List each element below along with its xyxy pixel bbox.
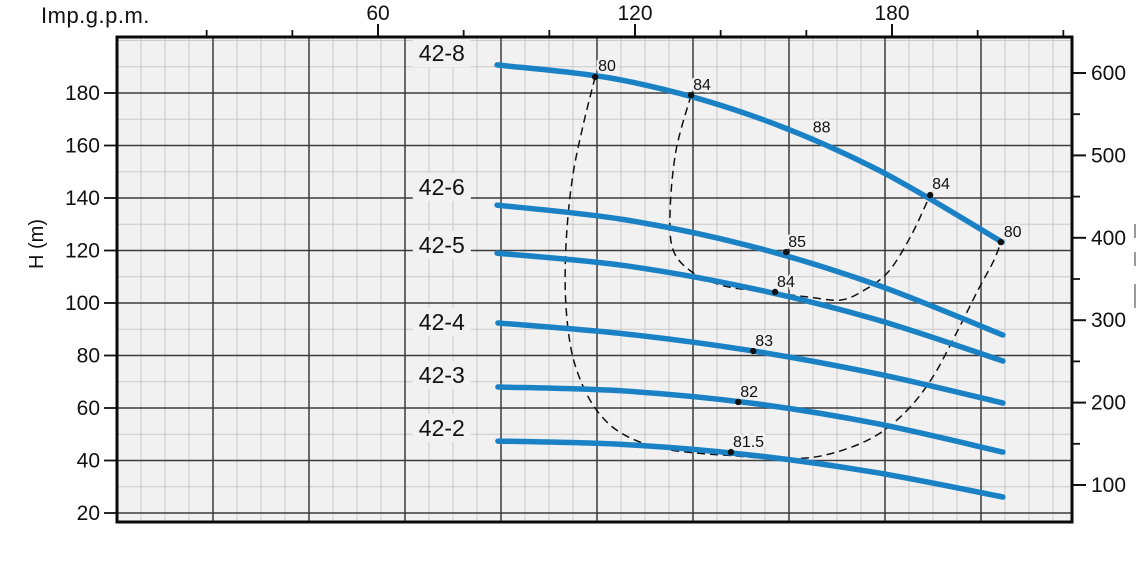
efficiency-point-dot	[727, 448, 735, 456]
efficiency-point-dot	[687, 91, 695, 99]
left-axis-tick-label: 160	[65, 135, 100, 158]
top-axis-tick-label: 60	[366, 2, 389, 25]
efficiency-points: 80 84 88 84 80 85 84 83 82 81.5	[591, 55, 1024, 456]
right-axis-tick-label: 300	[1091, 309, 1126, 332]
efficiency-point-label: 84	[932, 176, 950, 193]
efficiency-point-label: 85	[788, 234, 806, 251]
curve-label: 42-5	[419, 232, 465, 258]
curve-label: 42-3	[419, 362, 465, 388]
left-axis-tick-label: 80	[77, 345, 100, 368]
left-axis-tick-label: 140	[65, 187, 100, 210]
right-axis-tick-label: 100	[1091, 474, 1126, 497]
efficiency-point-label: 88	[813, 120, 831, 137]
efficiency-point-label: 80	[598, 58, 616, 75]
curve-label-box	[412, 360, 471, 389]
efficiency-point-label: 84	[693, 77, 711, 94]
efficiency-point-dot	[591, 73, 599, 81]
efficiency-point-label: 84	[777, 274, 795, 291]
left-axis-tick-label: 100	[65, 292, 100, 315]
curve-42-3	[495, 384, 1006, 455]
efficiency-contour-80	[564, 76, 1002, 460]
efficiency-point-dot	[750, 347, 757, 355]
curve-42-5	[494, 250, 1006, 364]
efficiency-point-dot	[997, 238, 1004, 246]
curve-label-box	[412, 413, 471, 442]
right-axis-tick-label: 400	[1091, 227, 1126, 250]
curve-label: 42-8	[419, 40, 465, 66]
curve-label-box	[412, 172, 471, 201]
left-axis-tick-label: 20	[77, 502, 100, 525]
left-axis-tick-label: 120	[65, 240, 100, 263]
curve-label: 42-6	[419, 174, 465, 200]
curve-labels: 42-8 42-6 42-5 42-4 42-3 42-2	[412, 39, 471, 442]
efficiency-point-label: 82	[740, 384, 758, 401]
plot-border	[115, 35, 1074, 524]
curve-label-box	[412, 230, 471, 259]
efficiency-point-dot	[771, 288, 779, 296]
left-axis-tick-label: 180	[65, 82, 100, 105]
efficiency-point-dot	[782, 248, 790, 256]
curve-label-box	[412, 39, 471, 68]
curve-42-2	[495, 438, 1006, 500]
curve-label: 42-2	[419, 415, 465, 441]
pump-curves	[494, 62, 1006, 500]
curve-label-box	[412, 307, 471, 336]
left-axis-tick-label: 60	[77, 397, 100, 420]
top-axis-tick-label: 180	[874, 2, 909, 25]
top-axis-ticks: 60 120 180	[205, 2, 1065, 37]
efficiency-point-label: 83	[755, 333, 773, 350]
top-axis-title: Imp.g.p.m.	[41, 3, 150, 28]
efficiency-point-label: 81.5	[733, 434, 764, 451]
efficiency-point-dot	[735, 398, 742, 406]
efficiency-point-label: 80	[1004, 224, 1022, 241]
curve-label: 42-4	[419, 309, 465, 335]
right-axis-tick-label: 200	[1091, 392, 1126, 415]
right-axis-tick-label: 500	[1091, 144, 1126, 167]
curve-42-8	[494, 62, 1005, 245]
right-axis-ticks: 600 500 400 300 200 100	[1072, 62, 1126, 497]
left-axis-tick-label: 40	[77, 450, 100, 473]
plot-area	[117, 37, 1072, 522]
top-axis-tick-label: 120	[617, 2, 652, 25]
efficiency-contour-84	[669, 94, 931, 302]
curve-42-6	[494, 202, 1006, 338]
efficiency-point-dot	[926, 191, 934, 199]
efficiency-contours	[564, 76, 1002, 460]
right-axis-tick-label: 600	[1091, 62, 1126, 85]
left-axis-ticks: 180 160 140 120 100 80 60 40 20	[65, 82, 117, 525]
